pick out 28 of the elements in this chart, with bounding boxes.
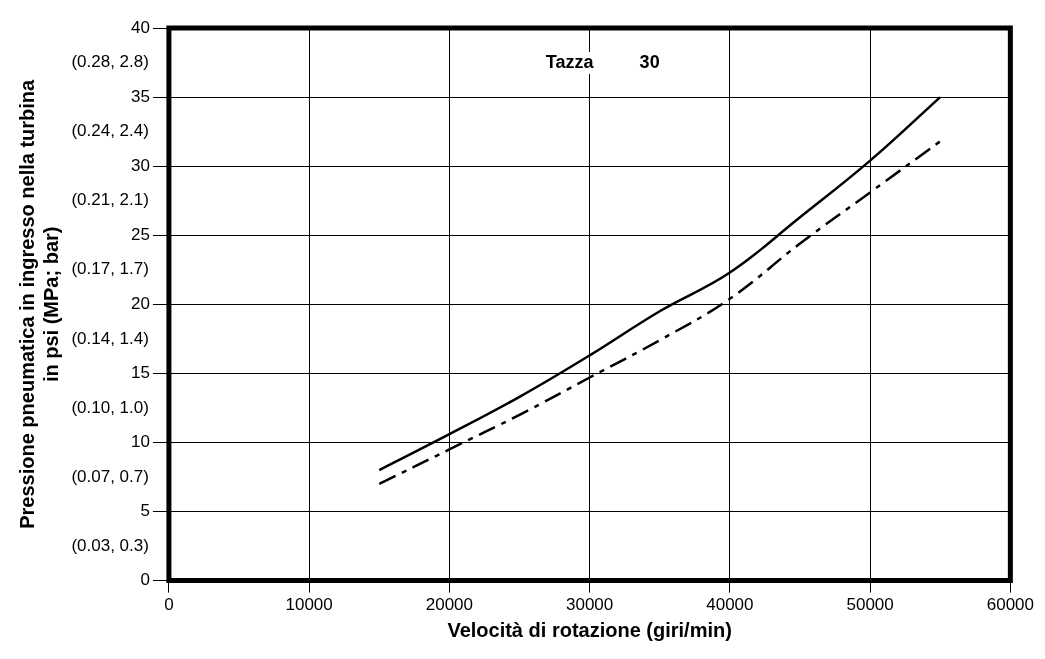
y-tick-label: 10 bbox=[130, 432, 150, 452]
text: (0.07, 0.7) bbox=[71, 466, 149, 486]
y-tick-label: 30 bbox=[130, 155, 150, 175]
x-tick-label: 40000 bbox=[706, 595, 754, 615]
text: (0.24, 2.4) bbox=[71, 121, 149, 141]
x-tick-label: 60000 bbox=[986, 595, 1034, 615]
x-tick-label: 50000 bbox=[846, 595, 894, 615]
y-tick-label: 20 bbox=[130, 293, 150, 313]
y-tick-label: 5 bbox=[140, 501, 150, 521]
y-tick-label: 15 bbox=[130, 363, 150, 383]
x-tick-label: 30000 bbox=[566, 595, 614, 615]
x-tick-label: 0 bbox=[164, 595, 174, 615]
text: (0.14, 1.4) bbox=[71, 328, 149, 348]
text: (0.28, 2.8) bbox=[71, 52, 149, 72]
y-axis-title: Pressione pneumatica in ingresso nella turbina in psi (MPa; bar) bbox=[15, 78, 62, 529]
text: (0.03, 0.3) bbox=[71, 535, 149, 555]
x-tick-label: 10000 bbox=[285, 595, 333, 615]
annotation: Tazza bbox=[545, 51, 595, 72]
y-tick-label: 40 bbox=[130, 17, 150, 37]
y-tick-label: 25 bbox=[130, 224, 150, 244]
x-axis-title: Velocità di rotazione (giri/min) bbox=[447, 618, 732, 641]
annotation: 30 bbox=[639, 51, 660, 72]
text: (0.10, 1.0) bbox=[71, 397, 149, 417]
y-tick-label: 35 bbox=[130, 86, 150, 106]
text: (0.21, 2.1) bbox=[71, 190, 149, 210]
x-tick-label: 20000 bbox=[425, 595, 474, 615]
text: (0.17, 1.7) bbox=[71, 259, 149, 279]
y-tick-label: 0 bbox=[140, 570, 150, 590]
